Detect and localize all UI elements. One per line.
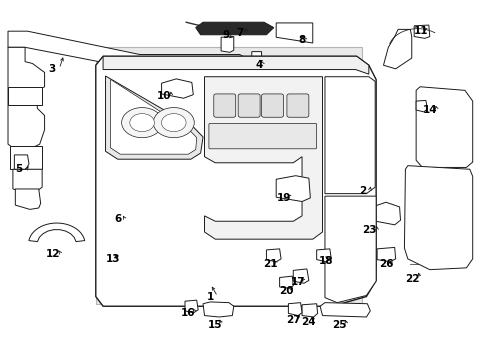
Polygon shape: [105, 76, 203, 159]
Polygon shape: [276, 23, 312, 43]
Text: 26: 26: [378, 259, 392, 269]
Text: 24: 24: [301, 317, 315, 327]
Text: 1: 1: [206, 292, 214, 302]
Polygon shape: [415, 100, 427, 112]
Polygon shape: [266, 249, 281, 262]
Text: 12: 12: [46, 248, 61, 258]
Polygon shape: [204, 77, 322, 239]
Circle shape: [122, 108, 162, 138]
Polygon shape: [29, 223, 84, 242]
Polygon shape: [302, 304, 317, 317]
Polygon shape: [15, 189, 41, 210]
Polygon shape: [251, 51, 261, 66]
Polygon shape: [14, 155, 29, 169]
Polygon shape: [105, 196, 144, 224]
Polygon shape: [320, 303, 369, 317]
Polygon shape: [110, 80, 196, 154]
Text: 2: 2: [358, 186, 366, 196]
Polygon shape: [413, 25, 429, 39]
Text: 21: 21: [263, 259, 277, 269]
Text: 17: 17: [290, 277, 305, 287]
Circle shape: [129, 114, 154, 132]
Polygon shape: [279, 276, 293, 288]
Text: 5: 5: [16, 164, 23, 174]
Text: 16: 16: [181, 308, 195, 318]
Polygon shape: [293, 269, 308, 283]
Polygon shape: [325, 196, 375, 303]
Polygon shape: [195, 22, 273, 35]
Polygon shape: [107, 244, 117, 259]
Polygon shape: [404, 166, 472, 270]
FancyBboxPatch shape: [208, 123, 316, 149]
FancyBboxPatch shape: [213, 94, 235, 117]
Text: 22: 22: [405, 274, 419, 284]
Polygon shape: [203, 302, 233, 317]
Polygon shape: [415, 87, 472, 167]
Text: 18: 18: [319, 256, 333, 266]
Polygon shape: [276, 176, 310, 202]
Circle shape: [153, 108, 194, 138]
Polygon shape: [161, 79, 193, 98]
Polygon shape: [96, 47, 361, 304]
Text: 14: 14: [422, 105, 436, 115]
Text: 11: 11: [413, 26, 427, 36]
Circle shape: [161, 114, 186, 132]
Polygon shape: [376, 247, 395, 262]
Text: 6: 6: [114, 215, 121, 224]
Polygon shape: [8, 87, 42, 105]
Polygon shape: [10, 146, 42, 169]
Text: 23: 23: [362, 225, 376, 235]
Polygon shape: [13, 169, 42, 193]
Polygon shape: [221, 37, 233, 52]
Polygon shape: [96, 56, 375, 306]
Polygon shape: [361, 179, 374, 192]
Text: 15: 15: [207, 320, 222, 330]
Polygon shape: [325, 77, 374, 194]
Text: 3: 3: [48, 64, 56, 74]
FancyBboxPatch shape: [238, 94, 260, 117]
Polygon shape: [365, 202, 400, 225]
Text: 9: 9: [222, 30, 229, 40]
Text: 13: 13: [105, 254, 120, 264]
Polygon shape: [8, 47, 44, 148]
Text: 27: 27: [285, 315, 300, 325]
Polygon shape: [8, 31, 249, 69]
Polygon shape: [103, 56, 368, 74]
Polygon shape: [316, 249, 330, 262]
Polygon shape: [184, 300, 198, 313]
FancyBboxPatch shape: [286, 94, 308, 117]
FancyBboxPatch shape: [261, 94, 283, 117]
Text: 20: 20: [278, 286, 293, 296]
Text: 19: 19: [276, 193, 290, 203]
Text: 25: 25: [332, 320, 346, 330]
Text: 4: 4: [255, 60, 262, 70]
Text: 10: 10: [157, 91, 171, 101]
Text: 8: 8: [298, 35, 305, 45]
Polygon shape: [383, 30, 411, 69]
Text: 7: 7: [235, 28, 243, 38]
Polygon shape: [288, 303, 302, 316]
